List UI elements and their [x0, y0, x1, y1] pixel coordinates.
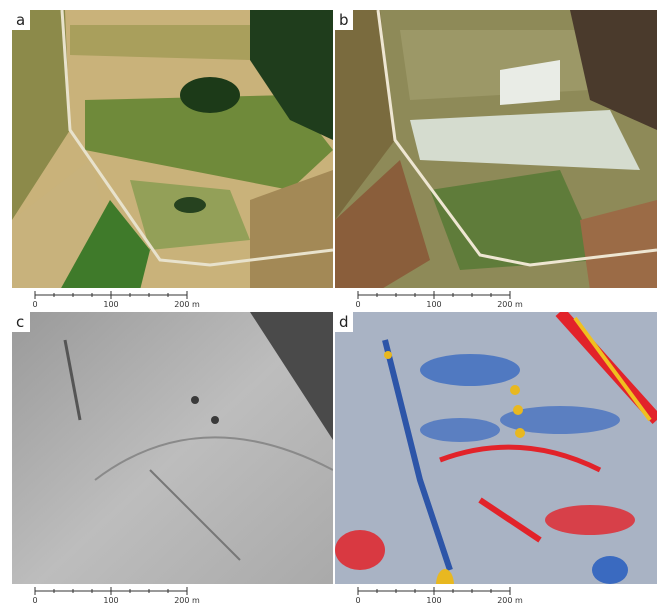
scale-bar-label: 200 m	[497, 300, 523, 309]
panel-label: a	[16, 11, 25, 29]
panel-c-image	[12, 312, 333, 606]
scale-bar-label: 0	[32, 596, 37, 605]
scale-bar-label: 0	[355, 596, 360, 605]
scale-bar-strip	[12, 584, 333, 606]
panel-label: c	[16, 313, 24, 331]
panel-label: b	[339, 11, 349, 29]
panel-d-image	[335, 312, 657, 606]
panel-b-image	[335, 10, 657, 310]
figure: a0100200 mb0100200 mc0100200 md0100200 m	[0, 0, 657, 606]
scale-bar-strip	[335, 288, 657, 310]
scale-bar-strip	[12, 288, 333, 310]
panel-a-image	[12, 10, 333, 310]
scale-bar-label: 0	[32, 300, 37, 309]
scale-bar-label: 0	[355, 300, 360, 309]
scale-bar-strip	[335, 584, 657, 606]
scale-bar-label: 100	[426, 300, 441, 309]
scale-bar-label: 200 m	[497, 596, 523, 605]
scale-bar-label: 100	[426, 596, 441, 605]
panel-label: d	[339, 313, 349, 331]
scale-bar-label: 200 m	[174, 596, 200, 605]
scale-bar-label: 100	[103, 300, 118, 309]
scale-bar-label: 200 m	[174, 300, 200, 309]
page: a0100200 mb0100200 mc0100200 md0100200 m…	[0, 0, 657, 606]
scale-bar-label: 100	[103, 596, 118, 605]
